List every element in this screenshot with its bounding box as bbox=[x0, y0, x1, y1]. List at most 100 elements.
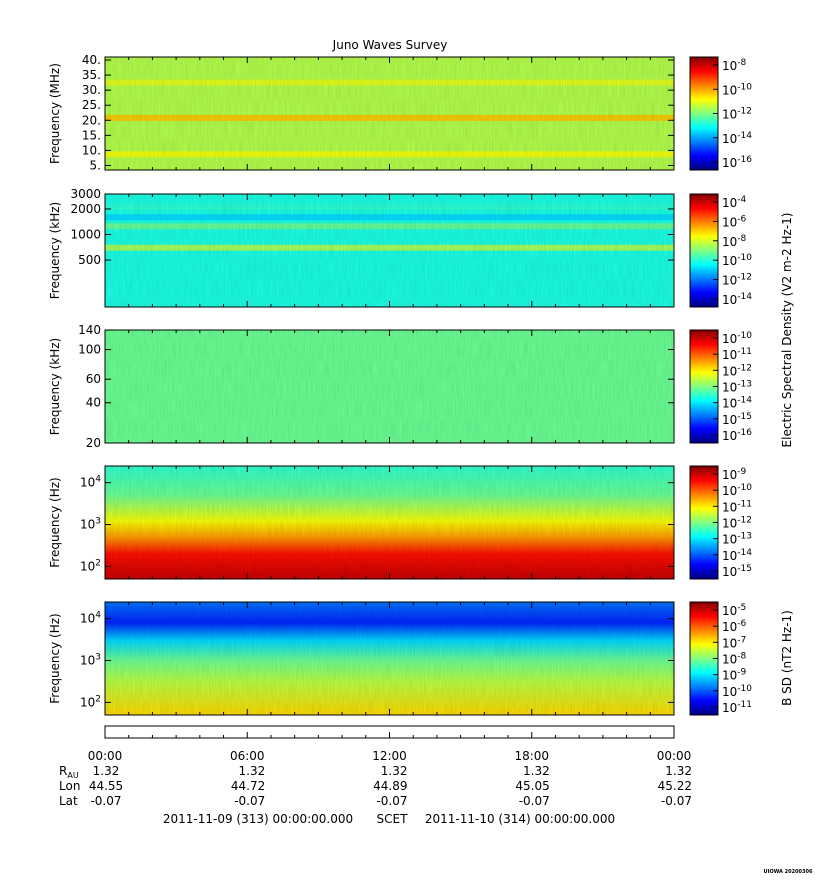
colorbar-tick-label: 10-13 bbox=[722, 380, 752, 395]
spectrogram-texture bbox=[105, 57, 674, 170]
colorbar-tick-label: 10-16 bbox=[722, 155, 752, 170]
colorbar-tick-label: 10-10 bbox=[722, 483, 752, 498]
y-tick-label: 102 bbox=[80, 558, 101, 573]
colorbar-tick-label: 10-14 bbox=[722, 292, 752, 307]
ephemeris-value: 44.89 bbox=[373, 779, 407, 793]
y-tick-label: 100 bbox=[78, 343, 101, 357]
time-tick-label: 12:00 bbox=[372, 749, 407, 763]
colorbar-label-electric: Electric Spectral Density (V2 m-2 Hz-1) bbox=[780, 213, 794, 448]
y-tick-label: 3000 bbox=[70, 187, 101, 201]
y-tick-label: 140 bbox=[78, 323, 101, 337]
colorbar bbox=[689, 193, 719, 308]
y-tick-label: 30. bbox=[82, 83, 101, 97]
y-tick-label: 40 bbox=[86, 396, 101, 410]
y-tick-label: 500 bbox=[78, 253, 101, 267]
colorbar-tick-label: 10-8 bbox=[722, 234, 747, 249]
time-tick-label: 00:00 bbox=[88, 749, 123, 763]
y-axis-label: Frequency (kHz) bbox=[48, 202, 62, 299]
colorbar-tick-label: 10-14 bbox=[722, 548, 752, 563]
colorbar-tick-label: 10-4 bbox=[722, 195, 747, 210]
chart-title: Juno Waves Survey bbox=[332, 38, 448, 52]
y-tick-label: 40. bbox=[82, 53, 101, 67]
ephemeris-label: Lat bbox=[59, 794, 78, 808]
colorbar-label-bsd: B SD (nT2 Hz-1) bbox=[780, 610, 794, 706]
y-tick-label: 35. bbox=[82, 68, 101, 82]
colorbar-tick-label: 10-6 bbox=[722, 214, 747, 229]
y-axis-label: Frequency (Hz) bbox=[48, 613, 62, 704]
time-tick-label: 06:00 bbox=[230, 749, 265, 763]
colorbar-tick-label: 10-14 bbox=[722, 396, 752, 411]
colorbar-tick-label: 10-12 bbox=[722, 516, 752, 531]
colorbar-tick-label: 10-9 bbox=[722, 668, 747, 683]
y-tick-label: 20. bbox=[82, 113, 101, 127]
ephemeris-value: 45.22 bbox=[658, 779, 692, 793]
y-tick-label: 20 bbox=[86, 436, 101, 450]
colorbar-tick-label: 10-11 bbox=[722, 700, 752, 715]
time-tick-label: 18:00 bbox=[514, 749, 549, 763]
ephemeris-label: RAU bbox=[59, 764, 79, 780]
time-axis: 00:00 06:00 12:00 18:00 00:00 RAU 1.32 1.32 1.32… bbox=[59, 725, 692, 826]
y-tick-label: 2000 bbox=[70, 202, 101, 216]
y-axis-label: Frequency (MHz) bbox=[48, 63, 62, 164]
panel-hfr-mhz: 40.35.30.25.20.15.10.5. Frequency (MHz) 10… bbox=[48, 53, 752, 172]
colorbar-tick-label: 10-9 bbox=[722, 467, 747, 482]
ephemeris-value: -0.07 bbox=[519, 794, 550, 808]
ephemeris-value: -0.07 bbox=[234, 794, 265, 808]
y-tick-label: 10. bbox=[82, 143, 101, 157]
colorbar-tick-label: 10-14 bbox=[722, 131, 752, 146]
y-tick-label: 104 bbox=[80, 475, 101, 490]
ephemeris-value: 1.32 bbox=[665, 764, 692, 778]
colorbar-tick-label: 10-5 bbox=[722, 603, 746, 618]
ephemeris-value: 44.72 bbox=[231, 779, 265, 793]
spectrogram-texture bbox=[105, 602, 674, 715]
colorbar-tick-label: 10-8 bbox=[722, 652, 747, 667]
y-tick-label: 60 bbox=[86, 372, 101, 386]
ephemeris-value: 1.32 bbox=[381, 764, 408, 778]
colorbar-tick-label: 10-12 bbox=[722, 273, 752, 288]
y-tick-label: 104 bbox=[80, 611, 101, 626]
y-tick-label: 103 bbox=[80, 517, 101, 532]
y-tick-label: 103 bbox=[80, 653, 101, 668]
colorbar-tick-label: 10-10 bbox=[722, 253, 752, 268]
ephemeris-value: 44.55 bbox=[89, 779, 123, 793]
ephemeris-value: 45.05 bbox=[515, 779, 549, 793]
colorbar-tick-label: 10-12 bbox=[722, 363, 752, 378]
y-axis-label: Frequency (kHz) bbox=[48, 338, 62, 435]
y-tick-label: 5. bbox=[90, 158, 101, 172]
colorbar-tick-label: 10-6 bbox=[722, 619, 747, 634]
time-tick-label: 00:00 bbox=[657, 749, 692, 763]
ephemeris-value: 1.32 bbox=[239, 764, 266, 778]
ephemeris-value: 1.32 bbox=[93, 764, 120, 778]
colorbar-tick-label: 10-10 bbox=[722, 684, 752, 699]
colorbar-tick-label: 10-15 bbox=[722, 412, 752, 427]
ephemeris-value: -0.07 bbox=[376, 794, 407, 808]
scet-label: SCET bbox=[377, 812, 409, 826]
ephemeris-label: Lon bbox=[59, 779, 80, 793]
colorbar-tick-label: 10-13 bbox=[722, 532, 752, 547]
spectrogram-panels: 40.35.30.25.20.15.10.5. Frequency (MHz) 10… bbox=[48, 53, 794, 716]
y-tick-label: 15. bbox=[82, 128, 101, 142]
ephemeris-value: -0.07 bbox=[90, 794, 121, 808]
colorbar-tick-label: 10-10 bbox=[722, 82, 752, 97]
colorbar-tick-label: 10-10 bbox=[722, 331, 752, 346]
spectrogram-texture bbox=[105, 330, 674, 443]
y-tick-label: 25. bbox=[82, 98, 101, 112]
end-time-label: 2011-11-10 (314) 00:00:00.000 bbox=[425, 812, 615, 826]
colorbar-tick-label: 10-15 bbox=[722, 564, 752, 579]
colorbar-tick-label: 10-7 bbox=[722, 635, 746, 650]
y-tick-label: 1000 bbox=[70, 228, 101, 242]
start-time-label: 2011-11-09 (313) 00:00:00.000 bbox=[163, 812, 353, 826]
y-axis-label: Frequency (Hz) bbox=[48, 477, 62, 568]
colorbar-tick-label: 10-11 bbox=[722, 499, 752, 514]
credit-label: UIOWA 20200306 bbox=[764, 869, 813, 875]
colorbar-tick-label: 10-12 bbox=[722, 107, 752, 122]
colorbar-tick-label: 10-16 bbox=[722, 428, 752, 443]
ephemeris-value: 1.32 bbox=[523, 764, 550, 778]
y-tick-label: 102 bbox=[80, 694, 101, 709]
spectrogram-texture bbox=[105, 466, 674, 579]
